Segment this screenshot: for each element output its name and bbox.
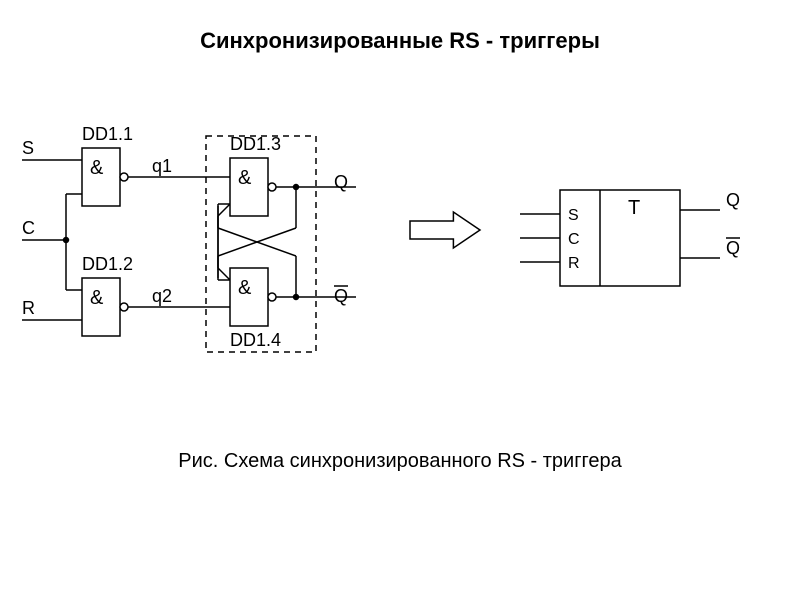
circuit-diagram: SCR&DD1.1&DD1.2&DD1.3&DD1.4q1q2QQTSCRQQ [0,0,800,600]
svg-text:S: S [568,207,579,224]
svg-text:q2: q2 [152,286,172,306]
svg-text:q1: q1 [152,156,172,176]
svg-text:T: T [628,197,640,219]
svg-text:R: R [22,298,35,318]
svg-text:S: S [22,138,34,158]
svg-text:Q: Q [726,238,740,258]
svg-text:C: C [22,218,35,238]
svg-text:Q: Q [726,190,740,210]
svg-text:DD1.1: DD1.1 [82,124,133,144]
svg-text:&: & [238,167,252,189]
svg-text:Q: Q [334,286,348,306]
svg-text:&: & [90,287,104,309]
svg-text:DD1.4: DD1.4 [230,330,281,350]
svg-text:&: & [90,157,104,179]
svg-text:DD1.2: DD1.2 [82,254,133,274]
svg-text:C: C [568,231,580,248]
svg-text:Q: Q [334,172,348,192]
svg-text:DD1.3: DD1.3 [230,134,281,154]
svg-text:R: R [568,255,580,272]
svg-text:&: & [238,277,252,299]
